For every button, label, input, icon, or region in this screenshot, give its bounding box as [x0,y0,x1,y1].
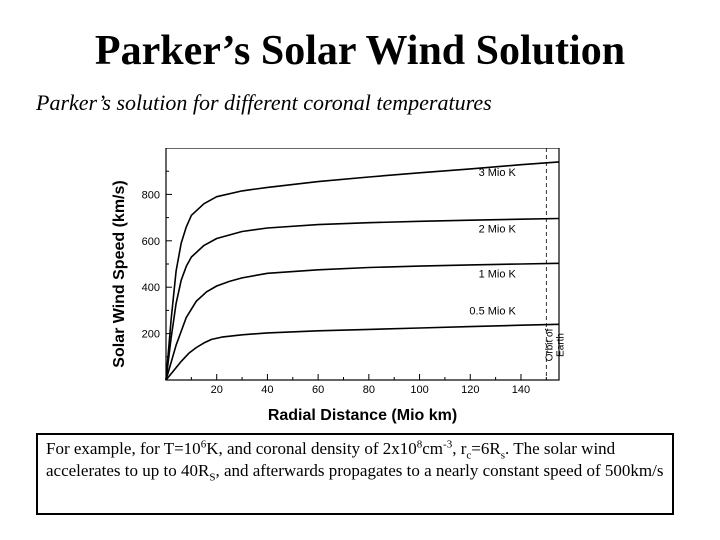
note-sub: S [209,470,216,483]
slide-title: Parker’s Solar Wind Solution [94,28,626,74]
x-axis-label: Radial Distance (Mio km) [268,407,457,424]
y-tick-label: 200 [142,329,160,341]
note-sub: c [466,449,472,462]
series-line-3 [165,262,560,381]
x-tick-label: 100 [410,384,428,396]
earth-orbit-label-line: Earth [555,333,566,357]
x-tick-label: 80 [363,384,375,396]
note-sup: -3 [443,438,453,451]
earth-orbit-label-line: Orbit of [544,328,555,361]
series-label: 2 Mio K [479,224,517,236]
series-line-2 [165,217,560,381]
x-tick-label: 120 [461,384,479,396]
note-sub: s [500,449,505,462]
solar-wind-chart: 20 40 60 80 100 120 140 200 400 600 800 Radial Dist… [111,148,566,424]
earth-orbit-label: Orbit ofEarth [544,328,566,361]
note-text: =6R [471,439,501,458]
series-label: 0.5 Mio K [469,305,516,317]
y-axis-label: Solar Wind Speed (km/s) [111,180,128,367]
x-tick-label: 140 [512,384,530,396]
series-label: 1 Mio K [479,268,517,280]
note-sup: 8 [416,438,423,451]
series-label: 3 Mio K [479,167,517,179]
example-note-box: For example, for T=106K, and coronal den… [36,433,674,515]
y-tick-label: 800 [142,189,160,201]
note-sup: 6 [200,438,207,451]
note-text: For example, for T=10 [46,439,201,458]
note-text: . The solar wind accelerates to up to 40… [46,439,616,480]
note-text: , and afterwards propagates to a nearly … [215,460,664,480]
series-line-1 [165,161,560,381]
note-text: , r [452,439,467,458]
note-text: K, and coronal density of 2x10 [206,439,417,458]
x-tick-label: 40 [261,384,273,396]
slide-subtitle: Parker’s solution for different coronal … [36,90,492,115]
x-tick-label: 60 [312,384,324,396]
y-tick-label: 400 [142,282,160,294]
x-tick-label: 20 [211,384,223,396]
y-tick-label: 600 [142,236,160,248]
note-text: cm [422,439,444,458]
series-line-4 [165,323,560,381]
